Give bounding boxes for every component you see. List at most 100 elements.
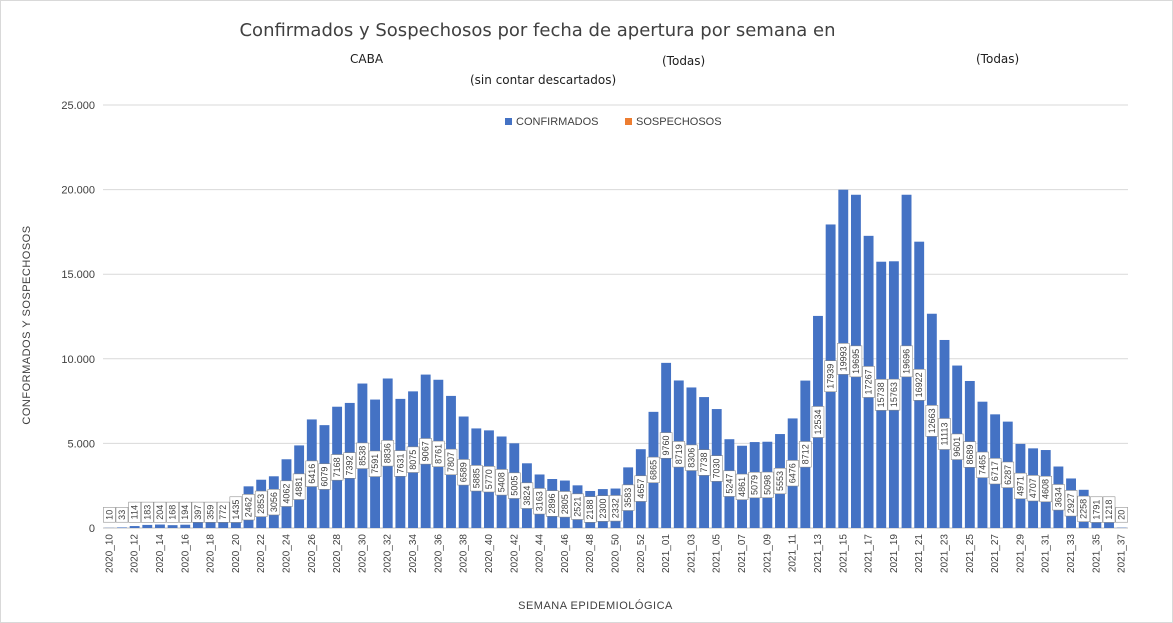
data-label-box bbox=[406, 446, 420, 473]
data-label-box bbox=[887, 378, 901, 411]
x-tick-label: 2020_52 bbox=[636, 534, 647, 573]
data-label: 7465 bbox=[977, 455, 987, 475]
data-label: 4971 bbox=[1015, 476, 1025, 496]
x-tick-label: 2020_44 bbox=[535, 534, 546, 573]
x-tick-label: 2021_37 bbox=[1117, 534, 1128, 573]
data-label: 6287 bbox=[1003, 465, 1013, 485]
data-label-box bbox=[824, 360, 837, 392]
data-label: 359 bbox=[206, 505, 216, 520]
data-label: 8761 bbox=[433, 444, 443, 464]
data-label-box bbox=[659, 432, 673, 459]
data-label: 8712 bbox=[800, 444, 810, 464]
x-tick-label: 2021_23 bbox=[940, 534, 951, 573]
data-label: 5885 bbox=[471, 468, 481, 488]
data-label: 9601 bbox=[952, 437, 962, 457]
data-label-box bbox=[697, 449, 711, 476]
data-label-box bbox=[229, 496, 243, 523]
data-label-box bbox=[609, 495, 622, 522]
data-label: 3163 bbox=[535, 491, 545, 511]
data-label: 7168 bbox=[332, 457, 342, 477]
data-label-box bbox=[204, 501, 217, 523]
bar-confirmados bbox=[205, 521, 216, 528]
x-tick-label: 2020_32 bbox=[383, 534, 394, 573]
data-label: 7631 bbox=[395, 453, 405, 473]
data-label: 8719 bbox=[674, 444, 684, 464]
filter-three: (Todas) bbox=[976, 52, 1020, 66]
data-label-box bbox=[837, 343, 850, 375]
data-label-box bbox=[545, 490, 559, 517]
data-label: 8538 bbox=[357, 446, 367, 466]
x-tick-label: 2021_15 bbox=[838, 534, 849, 573]
data-label-box bbox=[343, 452, 357, 479]
data-label: 4062 bbox=[281, 484, 291, 504]
x-tick-label: 2020_14 bbox=[155, 534, 166, 573]
data-label-box bbox=[280, 480, 293, 507]
x-tick-label: 2020_18 bbox=[206, 534, 217, 573]
y-tick-label: 15.000 bbox=[61, 269, 95, 281]
data-label: 3056 bbox=[269, 492, 279, 512]
data-label-box bbox=[495, 469, 508, 496]
data-label: 5770 bbox=[484, 469, 494, 489]
data-label-box bbox=[394, 450, 407, 477]
chart-title: Confirmados y Sospechosos por fecha de a… bbox=[239, 20, 836, 41]
data-label-box bbox=[267, 489, 281, 516]
data-label: 6079 bbox=[319, 467, 329, 487]
data-label-box bbox=[938, 418, 951, 450]
data-label: 8689 bbox=[965, 444, 975, 464]
x-tick-label: 2020_50 bbox=[611, 534, 622, 573]
x-tick-label: 2021_31 bbox=[1041, 534, 1052, 573]
data-label: 4657 bbox=[636, 479, 646, 499]
data-label-box bbox=[330, 454, 344, 481]
data-label: 1218 bbox=[1104, 500, 1114, 520]
data-label-box bbox=[634, 475, 648, 502]
data-label: 15763 bbox=[889, 382, 899, 407]
x-tick-label: 2020_42 bbox=[509, 534, 520, 573]
data-label: 204 bbox=[155, 505, 165, 520]
x-tick-label: 2021_03 bbox=[686, 534, 697, 573]
legend-swatch-sospechosos bbox=[625, 118, 632, 125]
filter-region: CABA bbox=[350, 52, 384, 66]
data-label-box bbox=[912, 369, 926, 401]
data-label: 19993 bbox=[838, 346, 848, 371]
data-label-box bbox=[381, 440, 394, 467]
data-label: 8836 bbox=[383, 443, 393, 463]
x-tick-label: 2021_27 bbox=[990, 534, 1001, 573]
data-label-box bbox=[216, 501, 230, 523]
data-label: 9067 bbox=[421, 441, 431, 461]
x-tick-label: 2021_35 bbox=[1091, 534, 1102, 573]
data-label-box bbox=[963, 441, 977, 468]
data-label-box bbox=[520, 482, 534, 509]
data-label: 33 bbox=[117, 510, 127, 520]
chart-subtitle: (sin contar descartados) bbox=[470, 73, 617, 87]
x-tick-label: 2020_20 bbox=[231, 534, 242, 573]
x-tick-label: 2021_21 bbox=[914, 534, 925, 573]
data-label-box bbox=[1064, 490, 1078, 517]
data-label-box bbox=[242, 494, 255, 521]
data-label-box bbox=[950, 433, 964, 460]
data-label: 168 bbox=[168, 505, 178, 520]
data-label: 2521 bbox=[573, 497, 583, 517]
data-label-box bbox=[900, 345, 913, 378]
data-label: 3583 bbox=[623, 488, 633, 508]
filter-two: (Todas) bbox=[662, 54, 706, 68]
data-label: 1435 bbox=[231, 500, 241, 520]
data-label: 6416 bbox=[307, 464, 317, 484]
x-tick-label: 2020_22 bbox=[256, 534, 267, 573]
x-tick-label: 2020_12 bbox=[130, 534, 141, 573]
data-label: 5553 bbox=[775, 471, 785, 491]
data-label: 114 bbox=[130, 505, 140, 519]
data-label: 2332 bbox=[611, 498, 621, 518]
y-tick-label: 25.000 bbox=[61, 100, 95, 112]
x-tick-label: 2021_29 bbox=[1015, 534, 1026, 573]
data-label-box bbox=[799, 441, 812, 468]
data-label-box bbox=[647, 456, 660, 483]
y-tick-label: 10.000 bbox=[61, 354, 95, 366]
data-label: 3634 bbox=[1053, 487, 1063, 507]
data-label: 20 bbox=[1117, 510, 1127, 520]
x-tick-label: 2020_38 bbox=[459, 534, 470, 573]
data-label-box bbox=[166, 501, 179, 523]
data-label-box bbox=[368, 450, 382, 477]
data-label: 2927 bbox=[1066, 493, 1076, 513]
data-label-box bbox=[305, 460, 319, 487]
data-label: 7591 bbox=[370, 454, 380, 474]
